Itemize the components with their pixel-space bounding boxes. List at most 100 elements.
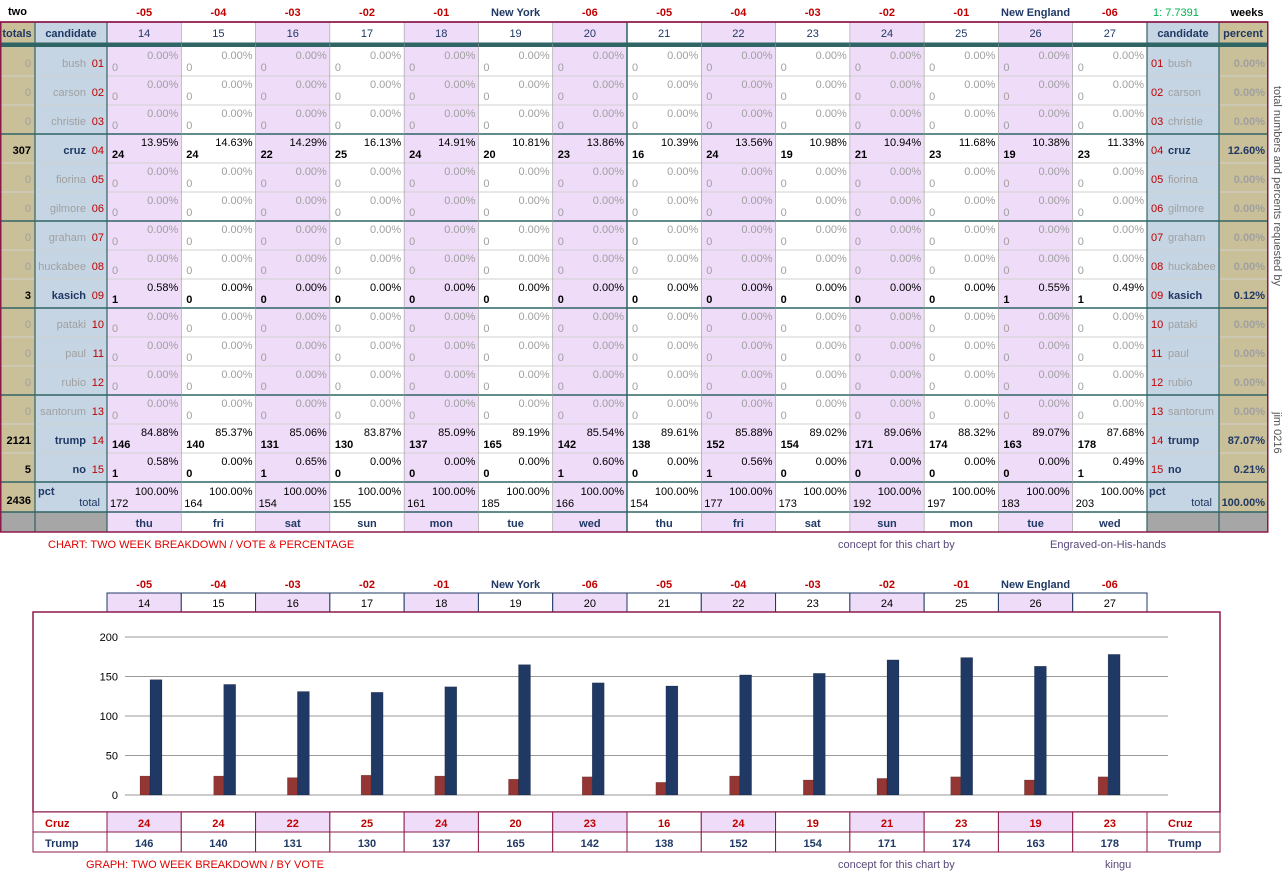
- day-percent: 0.00%: [370, 79, 401, 91]
- day-count: 0: [632, 352, 638, 364]
- day-count: 0: [855, 265, 861, 277]
- day-count: 0: [558, 410, 564, 422]
- day-count: 0: [483, 265, 489, 277]
- bar: [213, 775, 224, 796]
- day-count: 16: [632, 149, 644, 161]
- legend-label: Trump: [45, 838, 79, 850]
- day-percent: 0.00%: [1113, 108, 1144, 120]
- bar: [813, 673, 826, 796]
- candidate-code: 11: [93, 348, 104, 360]
- candidate-name: cruz: [63, 145, 86, 157]
- x-tick-label: 23: [807, 598, 819, 610]
- day-percent: 0.00%: [1113, 166, 1144, 178]
- day-percent: 0.00%: [890, 224, 921, 236]
- day-count: 0: [929, 381, 935, 393]
- day-percent: 0.58%: [147, 282, 178, 294]
- weekday: mon: [950, 518, 974, 530]
- day-percent: 89.19%: [512, 427, 550, 439]
- row-percent: 12.60%: [1228, 145, 1266, 157]
- day-count: 0: [483, 120, 489, 132]
- day-count: 0: [335, 294, 341, 306]
- day-percent: 0.00%: [667, 282, 698, 294]
- day-percent: 0.00%: [221, 398, 252, 410]
- cell-bg: [552, 22, 627, 532]
- day-total: 172: [110, 498, 128, 510]
- day-count: 152: [706, 439, 724, 451]
- legend-label: Cruz: [45, 818, 70, 830]
- candidate-code: 12: [92, 377, 104, 389]
- weekday: wed: [1098, 518, 1120, 530]
- weekday: mon: [430, 518, 454, 530]
- weeks-label: weeks: [1229, 7, 1263, 19]
- day-count: 0: [1078, 410, 1084, 422]
- candidate-code: 14: [92, 435, 104, 447]
- day-percent: 0.00%: [221, 166, 252, 178]
- day-percent: 0.00%: [890, 253, 921, 265]
- bar: [434, 775, 446, 796]
- day-percent: 0.00%: [890, 311, 921, 323]
- day-percent: 0.00%: [667, 369, 698, 381]
- day-count: 0: [335, 323, 341, 335]
- day-percent: 0.00%: [667, 79, 698, 91]
- day-count: 19: [1003, 149, 1015, 161]
- day-count: 174: [929, 439, 948, 451]
- day-percent: 0.00%: [741, 79, 772, 91]
- row-total: 307: [13, 145, 31, 157]
- row-percent: 0.00%: [1234, 87, 1265, 99]
- candidate-name: christie: [1168, 116, 1203, 128]
- day-count: 0: [483, 323, 489, 335]
- grand-total: 2436: [7, 495, 31, 507]
- row-total: 0: [25, 116, 31, 128]
- y-tick-label: 200: [100, 632, 118, 644]
- bar: [960, 657, 973, 796]
- cell-bg: [404, 22, 479, 532]
- day-percent: 0.00%: [519, 282, 550, 294]
- day-count: 0: [335, 207, 341, 219]
- day-count: 0: [855, 178, 861, 190]
- day-percent: 0.00%: [147, 340, 178, 352]
- candidate-name: huckabee: [38, 261, 86, 273]
- day-count: 0: [1003, 323, 1009, 335]
- candidate-name: bush: [62, 58, 86, 70]
- candidate-name: santorum: [1168, 406, 1214, 418]
- day-total: 197: [927, 498, 945, 510]
- day-percent: 0.00%: [296, 195, 327, 207]
- day-offset: -03: [285, 579, 301, 591]
- day-count: 0: [1003, 120, 1009, 132]
- day-percent: 0.00%: [444, 166, 475, 178]
- day-count: 0: [186, 294, 192, 306]
- day-count: 22: [261, 149, 273, 161]
- day-count: 0: [781, 120, 787, 132]
- day-percent: 0.00%: [444, 108, 475, 120]
- x-tick-label: 25: [955, 598, 967, 610]
- day-percent: 0.00%: [444, 253, 475, 265]
- candidate-code: 03: [1151, 116, 1163, 128]
- bar: [1034, 665, 1047, 796]
- day-count: 1: [706, 468, 712, 480]
- day-count: 0: [112, 178, 118, 190]
- day-percent: 0.00%: [1113, 398, 1144, 410]
- bar: [876, 778, 888, 796]
- candidate-code: 04: [92, 145, 104, 157]
- day-count: 0: [1078, 381, 1084, 393]
- day-count: 0: [632, 207, 638, 219]
- day-count: 0: [261, 120, 267, 132]
- value-label: 21: [881, 818, 893, 830]
- value-label: 22: [287, 818, 299, 830]
- day-count: 0: [632, 265, 638, 277]
- day-count: 0: [409, 207, 415, 219]
- day-count: 0: [1003, 468, 1009, 480]
- day-percent: 0.00%: [444, 195, 475, 207]
- day-percent: 0.00%: [444, 79, 475, 91]
- day-count: 0: [1003, 207, 1009, 219]
- day-percent: 0.00%: [741, 311, 772, 323]
- day-count: 0: [1078, 323, 1084, 335]
- day-count: 142: [558, 439, 576, 451]
- day-count: 0: [1078, 91, 1084, 103]
- row-percent: 0.00%: [1234, 232, 1265, 244]
- day-count: 131: [261, 439, 279, 451]
- day-percent: 0.00%: [370, 282, 401, 294]
- day-count: 0: [261, 410, 267, 422]
- day-count: 0: [335, 120, 341, 132]
